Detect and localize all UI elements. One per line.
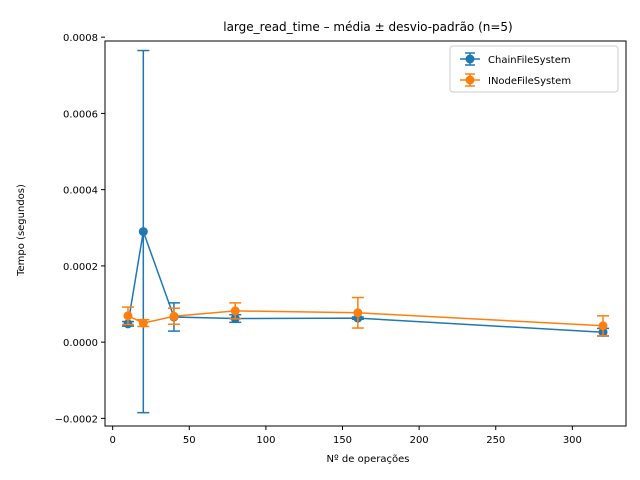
y-tick-label: 0.0000	[63, 338, 98, 349]
y-tick-label: 0.0004	[63, 186, 98, 197]
data-point	[123, 311, 133, 321]
x-tick-label: 100	[256, 435, 275, 446]
axes: 0 50 100 150 200 250 300 −0.0002 0.0000 0.0002 0.0…	[55, 33, 627, 446]
legend-marker	[465, 54, 475, 64]
data-point	[353, 308, 363, 318]
legend-label: ChainFileSystem	[488, 55, 571, 66]
y-tick-label: −0.0002	[55, 414, 98, 425]
x-tick-label: 50	[183, 435, 196, 446]
x-tick-label: 150	[333, 435, 352, 446]
plot-frame	[104, 40, 627, 427]
series-line	[127, 228, 604, 333]
y-axis-label: Tempo (segundos)	[16, 184, 27, 277]
data-point	[230, 306, 240, 316]
series-INodeFileSystem	[121, 296, 610, 337]
legend-item: ChainFileSystem	[460, 52, 571, 66]
y-tick-label: 0.0002	[63, 262, 98, 273]
plot-area	[121, 49, 610, 414]
data-point	[138, 318, 148, 328]
x-tick-label: 300	[563, 435, 582, 446]
data-point	[138, 227, 148, 237]
legend-marker	[465, 75, 475, 85]
x-tick-label: 250	[486, 435, 505, 446]
y-tick-label: 0.0008	[63, 33, 98, 44]
data-point	[169, 311, 179, 321]
legend-box	[449, 45, 619, 93]
x-axis-label: Nº de operações	[327, 454, 410, 465]
x-tick-label: 0	[109, 435, 115, 446]
legend-label: INodeFileSystem	[488, 76, 571, 87]
chart-title: large_read_time – média ± desvio-padrão …	[223, 20, 513, 34]
data-point	[598, 321, 608, 331]
legend-item: INodeFileSystem	[460, 73, 571, 87]
y-tick-label: 0.0006	[63, 109, 98, 120]
x-tick-label: 200	[410, 435, 429, 446]
legend: ChainFileSystem INodeFileSystem	[449, 45, 619, 93]
